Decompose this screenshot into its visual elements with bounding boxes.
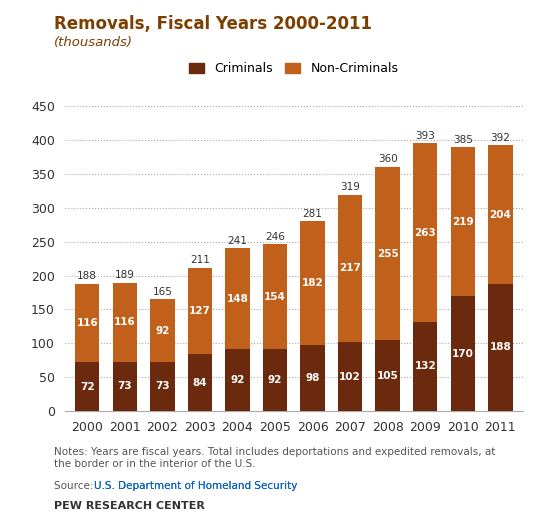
Bar — [225, 349, 250, 411]
Text: 102: 102 — [339, 372, 361, 381]
Text: 154: 154 — [264, 291, 286, 302]
Text: 241: 241 — [227, 236, 247, 246]
Text: 385: 385 — [453, 135, 473, 145]
Text: 189: 189 — [115, 270, 135, 280]
Bar — [188, 354, 212, 411]
Text: 72: 72 — [80, 382, 94, 392]
Text: 73: 73 — [118, 381, 132, 392]
Text: 211: 211 — [190, 255, 210, 265]
Bar — [113, 283, 137, 362]
Text: 84: 84 — [192, 378, 207, 388]
Text: 73: 73 — [155, 381, 170, 392]
Text: 204: 204 — [489, 210, 511, 219]
Text: 263: 263 — [414, 228, 436, 237]
Text: (thousands): (thousands) — [54, 36, 133, 49]
Text: 246: 246 — [265, 232, 285, 242]
Text: 255: 255 — [377, 249, 398, 259]
Text: 392: 392 — [490, 133, 510, 143]
Bar — [338, 195, 362, 342]
Text: 319: 319 — [340, 182, 360, 192]
Bar — [413, 143, 437, 322]
Bar — [488, 145, 513, 284]
Bar — [376, 167, 400, 340]
Bar — [451, 296, 475, 411]
Text: 92: 92 — [268, 375, 282, 385]
Text: 360: 360 — [378, 154, 398, 164]
Text: PEW RESEARCH CENTER: PEW RESEARCH CENTER — [54, 501, 205, 511]
Text: U.S. Department of Homeland Security: U.S. Department of Homeland Security — [94, 481, 298, 490]
Bar — [150, 299, 175, 362]
Text: 105: 105 — [377, 371, 398, 380]
Text: Removals, Fiscal Years 2000-2011: Removals, Fiscal Years 2000-2011 — [54, 15, 372, 33]
Text: 182: 182 — [302, 278, 323, 288]
Bar — [488, 284, 513, 411]
Bar — [225, 248, 250, 349]
Bar — [263, 349, 287, 411]
Text: 217: 217 — [339, 264, 361, 273]
Text: 170: 170 — [452, 348, 474, 359]
Text: Source:: Source: — [54, 481, 96, 490]
Bar — [413, 322, 437, 411]
Text: 165: 165 — [153, 287, 172, 297]
Bar — [150, 362, 175, 411]
Text: 219: 219 — [452, 217, 474, 227]
Text: 188: 188 — [77, 271, 97, 281]
Bar — [263, 244, 287, 349]
Text: U.S. Department of Homeland Security: U.S. Department of Homeland Security — [94, 481, 298, 490]
Bar — [300, 345, 324, 411]
Bar — [451, 148, 475, 296]
Bar — [75, 362, 99, 411]
Text: 92: 92 — [230, 375, 245, 385]
Text: 393: 393 — [415, 131, 435, 141]
Bar — [188, 268, 212, 354]
Text: 116: 116 — [114, 317, 136, 327]
Text: 116: 116 — [77, 318, 98, 328]
Text: 132: 132 — [414, 361, 436, 372]
Bar — [75, 284, 99, 362]
Bar — [113, 362, 137, 411]
Bar — [300, 222, 324, 345]
Text: 148: 148 — [226, 293, 248, 304]
Bar — [338, 342, 362, 411]
Text: 92: 92 — [155, 325, 169, 336]
Bar — [376, 340, 400, 411]
Text: Notes: Years are fiscal years. Total includes deportations and expedited removal: Notes: Years are fiscal years. Total inc… — [54, 447, 495, 469]
Text: 127: 127 — [189, 306, 211, 316]
Legend: Criminals, Non-Criminals: Criminals, Non-Criminals — [184, 58, 403, 80]
Text: 98: 98 — [306, 373, 320, 383]
Text: 188: 188 — [489, 342, 511, 353]
Text: 281: 281 — [302, 209, 322, 218]
